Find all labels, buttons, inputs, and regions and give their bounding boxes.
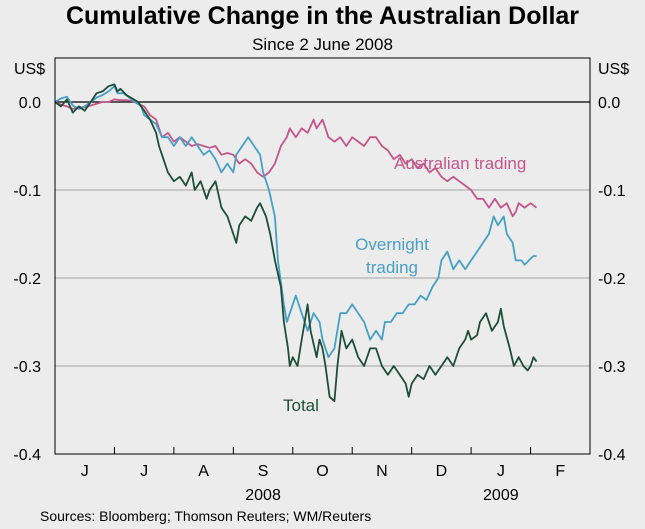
grid-layer	[55, 101, 590, 367]
y-tick-label-right: -0.3	[598, 359, 626, 376]
y-tick-label-right: 0.0	[598, 95, 620, 112]
x-year-label: 2009	[483, 487, 519, 504]
series-line-overnight-trading	[54, 85, 537, 359]
y-tick-label-left: -0.3	[13, 359, 41, 376]
series-label-overnight-line1: Overnight	[355, 235, 429, 254]
series-label-total: Total	[283, 396, 319, 415]
plot-frame	[54, 57, 591, 455]
y-tick-label-left: 0.0	[19, 95, 41, 112]
series-layer	[54, 83, 538, 403]
x-month-label: A	[198, 463, 209, 480]
x-month-label: J	[497, 463, 505, 480]
x-month-label: O	[316, 463, 328, 480]
y-tick-label-left: -0.1	[13, 183, 41, 200]
chart-title: Cumulative Change in the Australian Doll…	[65, 2, 580, 30]
x-month-label: D	[436, 463, 448, 480]
y-tick-label-left: -0.4	[13, 447, 41, 464]
y-tick-label-right: -0.4	[598, 447, 626, 464]
y-tick-label-left: -0.2	[13, 271, 41, 288]
ticks-layer	[113, 447, 532, 454]
x-month-label: J	[140, 463, 148, 480]
y-tick-label-right: -0.2	[598, 271, 626, 288]
series-label-australian: Australian trading	[394, 154, 526, 173]
source-note: Sources: Bloomberg; Thomson Reuters; WM/…	[40, 508, 372, 524]
chart-subtitle: Since 2 June 2008	[252, 35, 393, 54]
x-month-label: F	[555, 463, 565, 480]
x-month-label: N	[376, 463, 388, 480]
y-tick-label-right: -0.1	[598, 183, 626, 200]
x-year-label: 2008	[245, 487, 281, 504]
labels-layer: 0.0 0.0 -0.1 -0.1 -0.2 -0.2 -0.3 -0.3 -0.4 -0.4 J J…	[13, 95, 625, 504]
y-unit-right: US$	[598, 61, 629, 78]
x-month-label: J	[81, 463, 89, 480]
y-unit-left: US$	[14, 61, 45, 78]
x-month-label: S	[258, 463, 269, 480]
series-line-total	[54, 83, 538, 403]
series-label-overnight-line2: trading	[366, 258, 418, 277]
